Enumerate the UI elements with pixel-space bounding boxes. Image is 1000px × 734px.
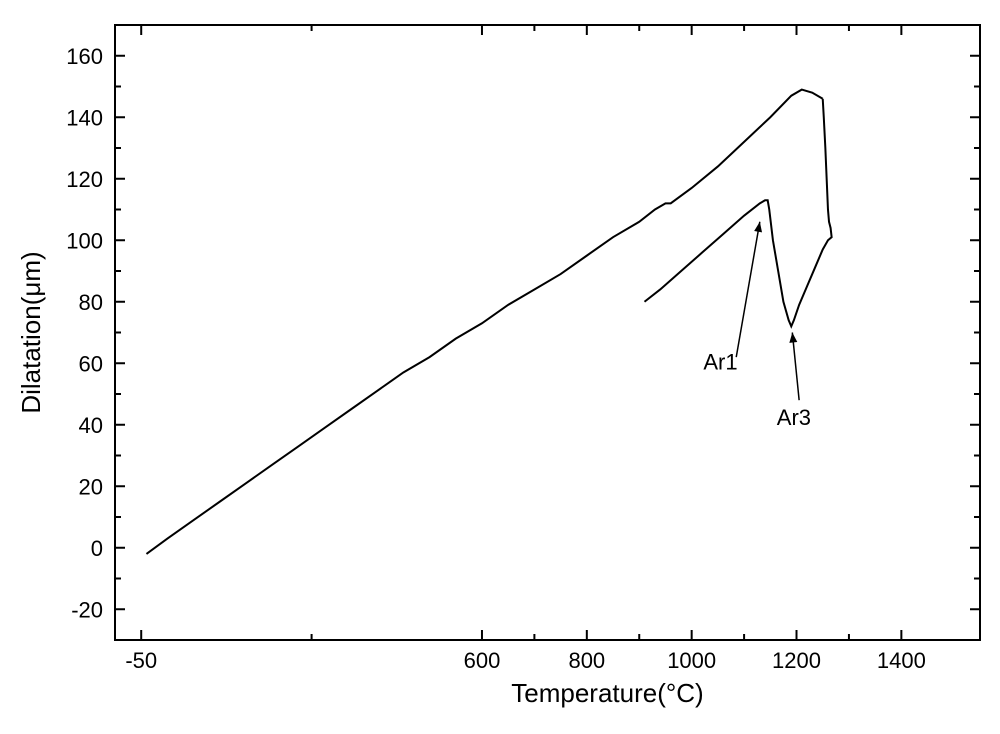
y-tick-label: 100 bbox=[66, 228, 103, 253]
annotation-arrowhead bbox=[754, 222, 762, 233]
y-tick-label: 160 bbox=[66, 44, 103, 69]
cooling-curve bbox=[644, 99, 831, 327]
y-tick-label: 40 bbox=[79, 413, 103, 438]
chart-svg: -50 600 800 1000 1200 1400 -20 0 20 40 60 80 100 120 1… bbox=[0, 0, 1000, 734]
y-tick-label: 0 bbox=[91, 536, 103, 561]
y-tick-label: 20 bbox=[79, 474, 103, 499]
x-tick-label: -50 bbox=[125, 648, 157, 673]
y-tick-label: -20 bbox=[71, 597, 103, 622]
y-tick-label: 140 bbox=[66, 105, 103, 130]
annotation-arrowhead bbox=[789, 333, 797, 343]
x-tick-label: 1200 bbox=[772, 648, 821, 673]
annotation-arrow bbox=[792, 333, 799, 401]
annotation-arrow bbox=[736, 222, 760, 357]
x-tick-label: 800 bbox=[568, 648, 605, 673]
y-tick-label: 80 bbox=[79, 290, 103, 315]
x-tick-label: 1400 bbox=[877, 648, 926, 673]
annotation-label: Ar3 bbox=[777, 405, 811, 430]
x-tick-label: 1000 bbox=[667, 648, 716, 673]
x-axis-label: Temperature(°C) bbox=[511, 678, 703, 708]
y-tick-label: 60 bbox=[79, 351, 103, 376]
dilatation-chart: -50 600 800 1000 1200 1400 -20 0 20 40 60 80 100 120 1… bbox=[0, 0, 1000, 734]
x-tick-label: 600 bbox=[464, 648, 501, 673]
y-tick-label: 120 bbox=[66, 167, 103, 192]
y-axis-label: Dilatation(μm) bbox=[16, 251, 46, 413]
heating-curve bbox=[146, 90, 822, 554]
annotation-label: Ar1 bbox=[703, 349, 737, 374]
